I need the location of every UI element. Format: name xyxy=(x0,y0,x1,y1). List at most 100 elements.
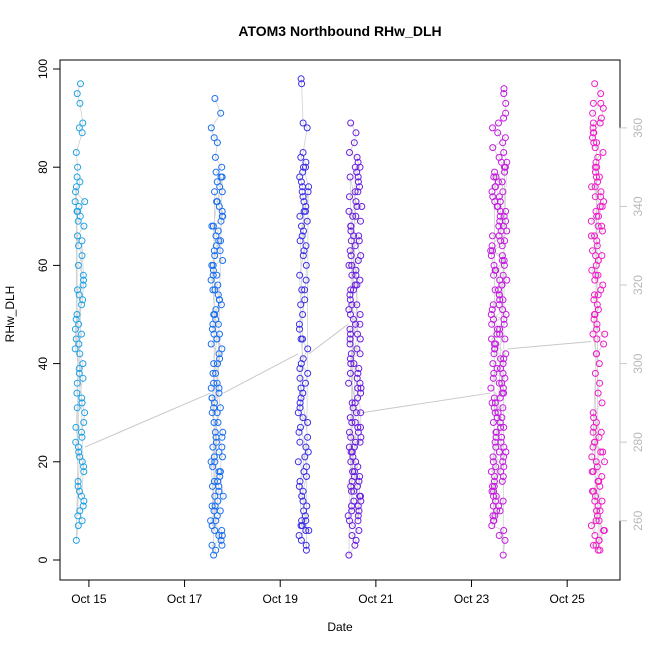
data-point xyxy=(213,271,221,279)
data-point xyxy=(302,546,310,554)
data-point xyxy=(491,399,499,407)
data-point xyxy=(490,517,498,525)
data-point xyxy=(588,183,596,191)
data-point xyxy=(495,379,503,387)
data-point xyxy=(597,90,605,98)
data-point xyxy=(351,188,359,196)
data-point xyxy=(599,149,607,156)
data-point xyxy=(302,261,310,269)
data-point xyxy=(347,222,355,230)
data-point xyxy=(347,330,354,338)
data-point xyxy=(589,330,597,338)
data-point xyxy=(490,369,498,377)
data-point xyxy=(492,492,500,500)
data-point xyxy=(593,325,601,333)
data-point xyxy=(491,286,499,294)
data-point xyxy=(210,360,218,368)
data-point xyxy=(499,497,507,505)
data-point xyxy=(598,222,606,230)
data-point xyxy=(352,409,360,417)
data-point xyxy=(302,443,310,451)
x-tick-label: Oct 25 xyxy=(549,592,585,606)
x-axis: Oct 15 Oct 17 Oct 19 Oct 21 Oct 23 Oct 25 xyxy=(71,579,585,606)
data-point xyxy=(594,271,602,279)
data-point xyxy=(352,198,360,206)
data-point xyxy=(302,527,310,534)
data-point xyxy=(492,463,500,471)
data-point xyxy=(74,232,81,240)
data-point xyxy=(587,522,595,530)
data-point xyxy=(296,325,303,333)
data-point xyxy=(500,90,508,98)
data-point xyxy=(352,266,360,274)
data-point xyxy=(596,119,604,127)
data-point xyxy=(207,384,215,392)
data-point xyxy=(500,149,508,156)
data-point xyxy=(345,379,353,387)
data-point xyxy=(500,527,508,534)
data-point xyxy=(350,360,358,368)
y2-tick-label: 320 xyxy=(631,275,645,295)
data-point xyxy=(300,227,307,235)
data-point xyxy=(592,168,599,176)
data-point xyxy=(491,512,499,520)
data-point xyxy=(215,237,223,245)
data-point xyxy=(357,217,364,225)
data-point xyxy=(80,419,88,426)
data-point xyxy=(75,448,83,456)
data-point xyxy=(209,271,217,279)
data-point xyxy=(496,394,504,402)
data-point xyxy=(294,458,302,466)
data-point xyxy=(593,163,601,171)
data-point xyxy=(81,198,89,206)
data-point xyxy=(295,320,303,328)
data-point xyxy=(357,409,365,417)
data-point xyxy=(302,541,310,549)
flight-trace-4 xyxy=(347,122,363,557)
data-point xyxy=(499,458,507,466)
data-point xyxy=(296,237,304,245)
data-point xyxy=(74,482,82,490)
data-point xyxy=(597,193,604,201)
data-point xyxy=(74,286,81,294)
data-point xyxy=(592,261,600,269)
data-point xyxy=(348,301,356,309)
data-point xyxy=(594,222,602,230)
data-point xyxy=(496,296,504,304)
data-point xyxy=(490,271,498,279)
data-point xyxy=(498,252,506,260)
data-point xyxy=(351,419,359,426)
data-point xyxy=(346,428,353,436)
data-point xyxy=(350,487,358,495)
data-point xyxy=(498,242,506,250)
data-point xyxy=(71,325,79,333)
data-point xyxy=(75,369,83,377)
data-point xyxy=(212,369,220,377)
chart-title: ATOM3 Northbound RHw_DLH xyxy=(238,23,441,39)
data-point xyxy=(298,80,306,88)
data-point xyxy=(354,512,362,520)
data-point xyxy=(218,443,226,451)
data-point xyxy=(297,75,305,83)
data-point xyxy=(347,458,355,466)
data-point xyxy=(211,428,219,436)
x-tick-label: Oct 17 xyxy=(167,592,203,606)
data-point xyxy=(77,80,84,88)
data-point xyxy=(499,296,507,304)
data-point xyxy=(300,507,308,515)
data-point xyxy=(212,433,220,441)
data-point xyxy=(590,438,598,446)
connector-line xyxy=(84,392,211,448)
data-point xyxy=(218,173,226,181)
data-point xyxy=(79,502,87,510)
data-point xyxy=(497,438,505,446)
data-point xyxy=(347,482,355,490)
data-point xyxy=(76,178,84,186)
data-point xyxy=(297,423,304,431)
data-point xyxy=(211,311,219,318)
data-point xyxy=(353,301,361,309)
data-point xyxy=(296,374,304,382)
data-point xyxy=(72,149,80,156)
data-point xyxy=(299,497,307,505)
